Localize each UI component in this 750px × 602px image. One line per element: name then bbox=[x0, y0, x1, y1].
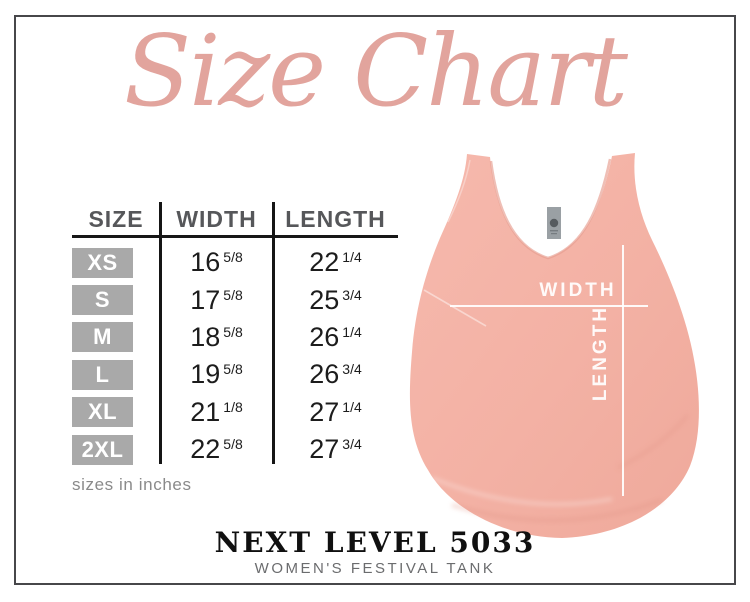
width-fraction: 5/8 bbox=[223, 436, 243, 453]
table-header-row: SIZE WIDTH LENGTH bbox=[72, 202, 398, 236]
width-cell: 22 5/8 bbox=[160, 434, 273, 465]
table-row: XL 21 1/8 27 1/4 bbox=[72, 394, 398, 431]
length-cell: 26 3/4 bbox=[273, 359, 398, 390]
width-fraction: 1/8 bbox=[223, 398, 243, 415]
col-header-length: LENGTH bbox=[285, 205, 386, 232]
units-footnote: sizes in inches bbox=[72, 475, 192, 494]
footer: NEXT LEVEL 5033 WOMEN'S FESTIVAL TANK bbox=[0, 526, 750, 577]
width-fraction: 5/8 bbox=[223, 361, 243, 378]
width-cell: 16 5/8 bbox=[160, 247, 273, 278]
length-cell: 25 3/4 bbox=[273, 285, 398, 316]
length-cell: 27 3/4 bbox=[273, 434, 398, 465]
neckline-trim bbox=[489, 158, 612, 260]
table-row: S 17 5/8 25 3/4 bbox=[72, 281, 398, 318]
width-value: 19 bbox=[190, 359, 221, 390]
width-value: 17 bbox=[190, 284, 221, 315]
length-cell: 26 1/4 bbox=[273, 322, 398, 353]
length-value: 22 bbox=[309, 247, 340, 278]
length-fraction: 3/4 bbox=[342, 286, 362, 303]
width-cell: 17 5/8 bbox=[160, 285, 273, 316]
width-cell: 18 5/8 bbox=[160, 322, 273, 353]
wrinkle-line bbox=[423, 289, 487, 327]
width-fraction: 5/8 bbox=[223, 249, 243, 266]
length-value: 26 bbox=[309, 321, 340, 352]
length-fraction: 1/4 bbox=[342, 323, 362, 340]
size-badge: M bbox=[72, 322, 133, 353]
width-value: 16 bbox=[190, 247, 221, 278]
side-wrinkle-shadow bbox=[617, 413, 690, 470]
size-cell: XL bbox=[72, 397, 160, 428]
table-divider-left bbox=[159, 202, 162, 464]
size-cell: XS bbox=[72, 247, 160, 278]
tank-top-photo: WIDTH LENGTH bbox=[409, 153, 699, 538]
width-value: 22 bbox=[190, 434, 221, 465]
size-cell: S bbox=[72, 285, 160, 316]
size-badge: L bbox=[72, 359, 133, 390]
length-value: 25 bbox=[309, 284, 340, 315]
width-value: 21 bbox=[190, 396, 221, 427]
table-divider-right bbox=[272, 202, 275, 464]
size-chart-table: SIZE WIDTH LENGTH XS 16 5/8 22 1/4 S 17 5/8… bbox=[72, 202, 398, 465]
length-measure-label: LENGTH bbox=[590, 305, 611, 401]
width-measure-label: WIDTH bbox=[539, 280, 616, 301]
table-row: XS 16 5/8 22 1/4 bbox=[72, 244, 398, 281]
col-header-width: WIDTH bbox=[176, 205, 257, 232]
size-badge: S bbox=[72, 285, 133, 316]
width-fraction: 5/8 bbox=[223, 323, 243, 340]
length-fraction: 1/4 bbox=[342, 249, 362, 266]
length-value: 26 bbox=[309, 359, 340, 390]
size-cell: 2XL bbox=[72, 434, 160, 465]
strap-seam bbox=[447, 159, 471, 223]
table-row: M 18 5/8 26 1/4 bbox=[72, 319, 398, 356]
border-frame bbox=[14, 15, 736, 585]
neck-tag bbox=[547, 207, 561, 239]
hem-wrinkle-shadow bbox=[451, 498, 663, 523]
width-cell: 21 1/8 bbox=[160, 397, 273, 428]
hem-wrinkle-highlight bbox=[431, 476, 613, 506]
table-row: L 19 5/8 26 3/4 bbox=[72, 356, 398, 393]
size-cell: M bbox=[72, 322, 160, 353]
length-value: 27 bbox=[309, 396, 340, 427]
width-value: 18 bbox=[190, 321, 221, 352]
tank-body bbox=[409, 153, 699, 538]
col-header-size: SIZE bbox=[88, 205, 144, 232]
size-table-body: XS 16 5/8 22 1/4 S 17 5/8 25 3/4 M 18 5/8 26 1… bbox=[72, 244, 398, 468]
length-fraction: 1/4 bbox=[342, 398, 362, 415]
page-title: Size Chart bbox=[123, 15, 628, 129]
length-fraction: 3/4 bbox=[342, 361, 362, 378]
table-header-rule bbox=[72, 235, 398, 238]
length-value: 27 bbox=[309, 434, 340, 465]
product-name: WOMEN'S FESTIVAL TANK bbox=[254, 560, 496, 577]
length-fraction: 3/4 bbox=[342, 436, 362, 453]
brand-name: NEXT LEVEL 5033 bbox=[214, 526, 536, 559]
size-badge: 2XL bbox=[72, 434, 133, 465]
width-cell: 19 5/8 bbox=[160, 359, 273, 390]
width-fraction: 5/8 bbox=[223, 286, 243, 303]
length-cell: 27 1/4 bbox=[273, 397, 398, 428]
size-cell: L bbox=[72, 359, 160, 390]
length-cell: 22 1/4 bbox=[273, 247, 398, 278]
size-badge: XL bbox=[72, 397, 133, 428]
table-row: 2XL 22 5/8 27 3/4 bbox=[72, 431, 398, 468]
size-badge: XS bbox=[72, 247, 133, 278]
